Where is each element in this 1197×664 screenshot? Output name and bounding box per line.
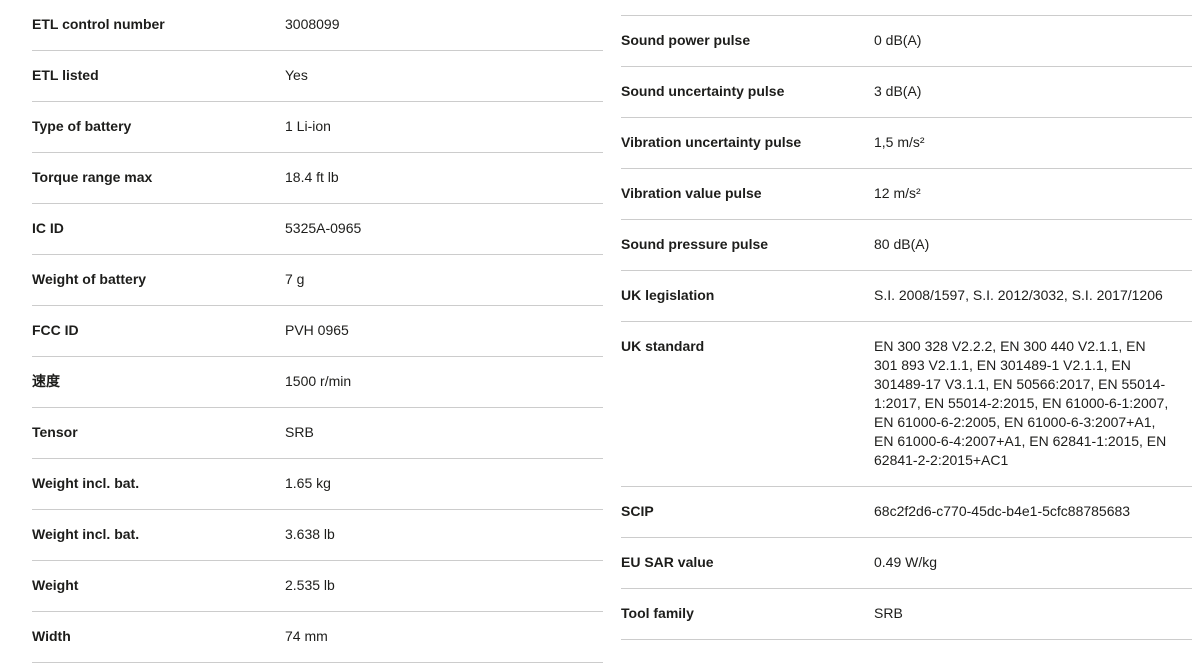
spec-row-tool-family: Tool family SRB xyxy=(621,589,1192,640)
spec-row-width: Width 74 mm xyxy=(32,612,603,663)
spec-value: 80 dB(A) xyxy=(874,236,930,252)
spec-label: ETL listed xyxy=(32,67,99,83)
spec-value: SRB xyxy=(285,424,314,440)
spec-value: 1,5 m/s² xyxy=(874,134,925,150)
spec-label: ETL control number xyxy=(32,16,165,32)
spec-label: Sound power pulse xyxy=(621,32,751,48)
spec-row-weight-incl-bat-lb: Weight incl. bat. 3.638 lb xyxy=(32,510,603,561)
spec-label: EU SAR value xyxy=(621,554,714,570)
spec-value: 68c2f2d6-c770-45dc-b4e1-5cfc88785683 xyxy=(874,503,1131,519)
spec-row-eu-sar-value: EU SAR value 0.49 W/kg xyxy=(621,538,1192,589)
spec-row-ic-id: IC ID 5325A-0965 xyxy=(32,204,603,255)
spec-row-uk-standard: UK standard EN 300 328 V2.2.2, EN 300 44… xyxy=(621,322,1192,487)
spec-value: EN 300 328 V2.2.2, EN 300 440 V2.1.1, EN… xyxy=(874,338,1169,468)
spec-row-weight: Weight 2.535 lb xyxy=(32,561,603,612)
spec-value: 1500 r/min xyxy=(285,373,352,389)
spec-row-torque-range-max: Torque range max 18.4 ft lb xyxy=(32,153,603,204)
spec-label: Weight of battery xyxy=(32,271,147,287)
spec-row-etl-control-number: ETL control number 3008099 xyxy=(32,0,603,51)
spec-row-tensor: Tensor SRB xyxy=(32,408,603,459)
spec-label: FCC ID xyxy=(32,322,79,338)
spec-value: PVH 0965 xyxy=(285,322,349,338)
spec-label: Weight incl. bat. xyxy=(32,526,140,542)
spec-value: 12 m/s² xyxy=(874,185,921,201)
spec-label: Weight incl. bat. xyxy=(32,475,140,491)
spec-value: SRB xyxy=(874,605,903,621)
spec-row-speed: 速度 1500 r/min xyxy=(32,357,603,408)
spec-label: Width xyxy=(32,628,71,644)
spec-value: 3.638 lb xyxy=(285,526,335,542)
spec-label: Torque range max xyxy=(32,169,153,185)
spec-row-weight-incl-bat-kg: Weight incl. bat. 1.65 kg xyxy=(32,459,603,510)
spec-label: UK legislation xyxy=(621,287,715,303)
spec-row-sound-power-pulse: Sound power pulse 0 dB(A) xyxy=(621,16,1192,67)
spec-value: 5325A-0965 xyxy=(285,220,362,236)
spec-label: Tensor xyxy=(32,424,78,440)
spec-value: 2.535 lb xyxy=(285,577,335,593)
spec-row-vibration-value-pulse: Vibration value pulse 12 m/s² xyxy=(621,169,1192,220)
spec-column-right: Sound power pulse 0 dB(A) Sound uncertai… xyxy=(621,15,1192,663)
spec-row-type-of-battery: Type of battery 1 Li-ion xyxy=(32,102,603,153)
spec-value: 18.4 ft lb xyxy=(285,169,339,185)
spec-row-scip: SCIP 68c2f2d6-c770-45dc-b4e1-5cfc8878568… xyxy=(621,487,1192,538)
spec-label: 速度 xyxy=(32,373,60,389)
spec-row-fcc-id: FCC ID PVH 0965 xyxy=(32,306,603,357)
spec-value: 3 dB(A) xyxy=(874,83,922,99)
spec-value: 0 dB(A) xyxy=(874,32,922,48)
spec-label: Sound pressure pulse xyxy=(621,236,769,252)
spec-value: 7 g xyxy=(285,271,305,287)
spec-label: UK standard xyxy=(621,338,705,354)
spec-label: Type of battery xyxy=(32,118,132,134)
spec-value: 1 Li-ion xyxy=(285,118,331,134)
spec-value: 74 mm xyxy=(285,628,328,644)
spec-label: Sound uncertainty pulse xyxy=(621,83,785,99)
spec-row-vibration-uncertainty-pulse: Vibration uncertainty pulse 1,5 m/s² xyxy=(621,118,1192,169)
spec-label: Weight xyxy=(32,577,79,593)
spec-value: Yes xyxy=(285,67,308,83)
spec-value: 0.49 W/kg xyxy=(874,554,938,570)
spec-column-left: ETL control number 3008099 ETL listed Ye… xyxy=(32,0,603,663)
spec-row-sound-uncertainty-pulse: Sound uncertainty pulse 3 dB(A) xyxy=(621,67,1192,118)
spec-row-etl-listed: ETL listed Yes xyxy=(32,51,603,102)
spec-row-uk-legislation: UK legislation S.I. 2008/1597, S.I. 2012… xyxy=(621,271,1192,322)
spec-label: Tool family xyxy=(621,605,694,621)
spec-row-sound-pressure-pulse: Sound pressure pulse 80 dB(A) xyxy=(621,220,1192,271)
spec-label: SCIP xyxy=(621,503,654,519)
spec-label: IC ID xyxy=(32,220,64,236)
spec-label: Vibration uncertainty pulse xyxy=(621,134,802,150)
spec-value: 3008099 xyxy=(285,16,340,32)
spec-value: 1.65 kg xyxy=(285,475,331,491)
spec-value: S.I. 2008/1597, S.I. 2012/3032, S.I. 201… xyxy=(874,287,1163,303)
spec-label: Vibration value pulse xyxy=(621,185,762,201)
spec-row-weight-of-battery: Weight of battery 7 g xyxy=(32,255,603,306)
